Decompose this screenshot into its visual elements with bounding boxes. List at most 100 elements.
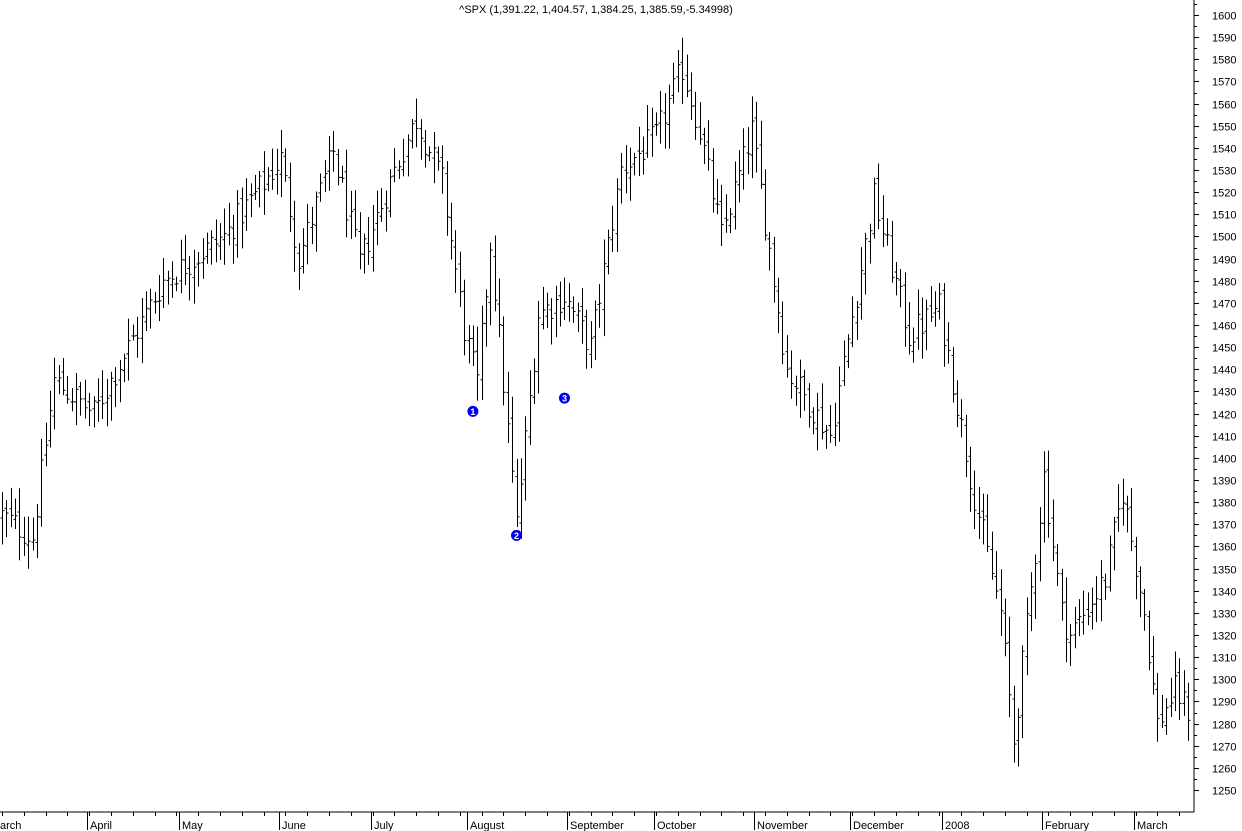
- annotation-label: 3: [562, 394, 567, 404]
- price-bar: [685, 54, 690, 98]
- price-bar: [13, 498, 18, 530]
- price-bar: [471, 325, 476, 366]
- price-bar: [109, 371, 114, 421]
- price-bar: [959, 399, 964, 438]
- price-bar: [1081, 590, 1086, 635]
- y-tick-label: 1260: [1212, 764, 1236, 776]
- price-bar: [113, 367, 118, 408]
- price-bar: [449, 202, 454, 260]
- price-bar: [824, 425, 829, 449]
- price-bar: [733, 161, 738, 230]
- price-bar: [628, 147, 633, 201]
- price-bar: [187, 256, 192, 301]
- price-bar: [205, 232, 210, 264]
- price-bar: [166, 270, 171, 305]
- price-bar: [445, 161, 450, 236]
- price-bar: [0, 492, 5, 545]
- price-bar: [942, 283, 947, 367]
- price-bar: [523, 416, 528, 501]
- price-bar: [105, 378, 110, 427]
- annotation-label: 1: [470, 407, 475, 417]
- price-bar: [61, 357, 66, 396]
- annotation-marker: 3: [558, 392, 570, 404]
- price-bar: [772, 236, 777, 303]
- price-bar: [619, 152, 624, 204]
- price-bar: [1012, 685, 1017, 763]
- price-bar: [1094, 576, 1099, 623]
- price-bar: [392, 148, 397, 183]
- price-bar: [353, 190, 358, 237]
- price-bar: [671, 62, 676, 104]
- price-bar: [497, 278, 502, 338]
- price-bar: [1186, 682, 1191, 741]
- x-tick-label: 2008: [945, 820, 969, 831]
- price-bar: [366, 216, 371, 265]
- price-bar: [266, 167, 271, 192]
- price-bar: [580, 288, 585, 344]
- price-bar: [22, 516, 27, 556]
- price-bar: [541, 286, 546, 330]
- x-tick-label: December: [853, 820, 904, 831]
- price-bar: [811, 407, 816, 435]
- x-tick-label: June: [282, 820, 306, 831]
- price-bar: [1160, 694, 1165, 728]
- price-bar: [920, 297, 925, 359]
- price-bar: [462, 279, 467, 356]
- price-bar: [1103, 573, 1108, 600]
- price-bar: [153, 291, 158, 314]
- price-bar: [933, 291, 938, 327]
- price-bar: [144, 291, 149, 331]
- price-bar: [1046, 450, 1051, 538]
- price-bar: [946, 322, 951, 364]
- price-bar: [414, 98, 419, 148]
- price-bar: [196, 251, 201, 287]
- price-bar: [567, 283, 572, 322]
- price-bar: [179, 239, 184, 294]
- y-tick-label: 1350: [1212, 565, 1236, 577]
- price-bar: [1077, 599, 1082, 637]
- price-bar: [318, 173, 323, 202]
- price-bar: [785, 335, 790, 378]
- price-bar: [663, 93, 668, 149]
- price-bar: [1020, 645, 1025, 739]
- price-bar: [746, 127, 751, 175]
- y-tick-label: 1470: [1212, 299, 1236, 311]
- price-bar: [140, 297, 145, 364]
- price-bar: [632, 152, 637, 176]
- price-bar: [388, 169, 393, 218]
- price-bar: [406, 134, 411, 177]
- price-bar: [510, 396, 515, 483]
- price-bar: [728, 208, 733, 233]
- price-bar: [968, 446, 973, 512]
- price-bar: [401, 138, 406, 177]
- y-tick-label: 1390: [1212, 476, 1236, 488]
- price-bar: [1051, 499, 1056, 562]
- price-bar: [279, 129, 284, 198]
- price-bar: [890, 220, 895, 283]
- price-bar: [362, 233, 367, 274]
- price-bar: [911, 327, 916, 363]
- price-bar: [310, 206, 315, 245]
- annotation-circle: [511, 529, 523, 541]
- price-bar: [754, 101, 759, 173]
- price-bar: [174, 276, 179, 292]
- price-bar: [855, 301, 860, 340]
- price-bar: [96, 378, 101, 422]
- price-bar: [1147, 610, 1152, 671]
- price-bar: [702, 127, 707, 165]
- price-bar: [1138, 566, 1143, 618]
- price-bar: [253, 174, 258, 201]
- price-bar: [87, 392, 92, 427]
- price-bar: [440, 145, 445, 194]
- price-bar: [1016, 708, 1021, 767]
- price-bar: [83, 379, 88, 419]
- price-bar: [375, 190, 380, 246]
- price-bar: [118, 360, 123, 403]
- price-bar: [1003, 598, 1008, 657]
- price-bar: [650, 107, 655, 157]
- price-bar: [1173, 651, 1178, 712]
- price-bar: [615, 178, 620, 253]
- price-bar: [484, 289, 489, 347]
- price-bar: [379, 188, 384, 222]
- price-bar: [1064, 577, 1069, 663]
